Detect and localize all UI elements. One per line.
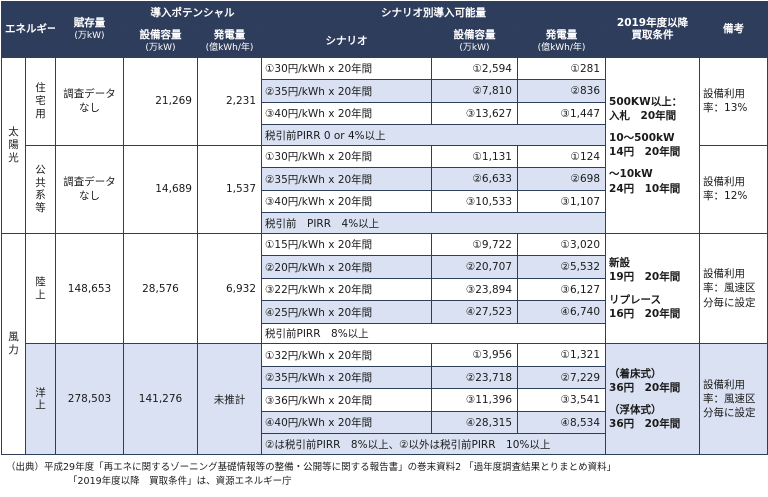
scenario-capacity: ②7,810 xyxy=(431,79,518,103)
header-purchase-terms: 2019年度以降 買取条件 xyxy=(605,1,701,58)
scenario-generation: ③1,107 xyxy=(516,189,607,214)
table-row: 洋上 278,503 141,276 未推計 ①32円/kWh x 20年間 ①… xyxy=(1,343,768,455)
scenario-capacity: ④27,523 xyxy=(431,300,518,324)
potential-generation: 1,537 xyxy=(197,144,262,234)
subcategory-public: 公共系等 xyxy=(25,144,56,234)
header-remarks: 備考 xyxy=(699,1,768,58)
scenario-generation: ②5,532 xyxy=(516,255,607,279)
source-line: 「2019年度以降 買取条件」は、資源エネルギー庁 xyxy=(68,476,292,487)
scenario-capacity: ③23,894 xyxy=(431,277,518,302)
table-row: 税引前PIRR 8%以上 xyxy=(2,322,768,345)
reserve-value: 調査データなし xyxy=(55,56,124,146)
header-scenario-group: シナリオ別導入可能量 xyxy=(260,1,607,26)
potential-generation: 未推計 xyxy=(197,343,262,455)
scenario-generation: ③6,127 xyxy=(516,277,607,302)
scenario-generation: ④8,534 xyxy=(516,410,607,435)
header-generation: 発電量 (億kWh/年) xyxy=(197,24,262,58)
remark-onshore: 設備利用率：風速区分毎に設定 xyxy=(699,232,768,345)
scenario-cell: ②35円/kWh x 20年間 xyxy=(261,79,432,103)
scenario-cell: ④25円/kWh x 20年間 xyxy=(261,300,432,324)
subcategory-residential: 住宅用 xyxy=(25,56,56,146)
scenario-generation: ①281 xyxy=(516,56,607,81)
pirr-note: 税引前 PIRR 4%以上 xyxy=(260,212,607,234)
scenario-generation: ②698 xyxy=(516,167,607,191)
source-footer: （出典）平成29年度「再エネに関するゾーニング基礎情報等の整備・公開等に関する報… xyxy=(6,461,616,489)
potential-capacity: 141,276 xyxy=(123,343,198,455)
remark-offshore: 設備利用率：風速区分毎に設定 xyxy=(699,343,768,455)
remark-public: 設備利用率：12% xyxy=(699,144,768,234)
scenario-capacity: ②20,707 xyxy=(431,255,518,279)
table-row: ②は税引前PIRR 8%以上、②以外は税引前PIRR 10%以上 xyxy=(2,433,768,455)
scenario-capacity: ①3,956 xyxy=(431,343,518,367)
scenario-cell: ②35円/kWh x 20年間 xyxy=(261,167,432,191)
header-scenario-capacity: 設備容量 (万kW) xyxy=(431,24,518,58)
potential-capacity: 14,689 xyxy=(123,144,198,234)
table-row: 税引前 PIRR 4%以上 xyxy=(2,212,768,234)
scenario-generation: ③3,541 xyxy=(516,388,607,412)
subcategory-offshore: 洋上 xyxy=(25,343,56,455)
scenario-capacity: ①9,722 xyxy=(431,232,518,257)
scenario-generation: ①1,321 xyxy=(516,343,607,367)
header-scenario: シナリオ xyxy=(261,24,432,58)
scenario-generation: ④6,740 xyxy=(516,300,607,324)
scenario-generation: ①3,020 xyxy=(516,232,607,257)
scenario-generation: ②7,229 xyxy=(516,365,607,390)
potential-generation: 6,932 xyxy=(197,232,262,345)
category-solar: 太陽光 xyxy=(1,56,26,234)
purchase-terms-onshore: 新設 19円 20年間 リプレース 16円 20年間 xyxy=(605,232,701,345)
table-row: 太陽光 住宅用 調査データなし 21,269 2,231 ①30円/kWh x … xyxy=(1,56,768,234)
subcategory-onshore: 陸上 xyxy=(25,232,56,345)
purchase-terms-offshore: （着床式） 36円 20年間 （浮体式） 36円 20年間 xyxy=(605,343,701,455)
potential-capacity: 21,269 xyxy=(123,56,198,146)
source-line: （出典）平成29年度「再エネに関するゾーニング基礎情報等の整備・公開等に関する報… xyxy=(6,462,617,473)
purchase-terms-solar: 500KW以上： 入札 20年間 10～500kW 14円 20年間 ～10kW… xyxy=(605,56,701,234)
header-energy: エネルギー xyxy=(1,1,56,58)
scenario-generation: ②836 xyxy=(516,79,607,103)
scenario-capacity: ①2,594 xyxy=(431,56,518,81)
category-wind: 風力 xyxy=(1,232,26,456)
scenario-capacity: ③11,396 xyxy=(431,388,518,412)
header-capacity: 設備容量 (万kW) xyxy=(123,24,198,58)
scenario-cell: ①32円/kWh x 20年間 xyxy=(261,343,432,367)
reserve-value: 278,503 xyxy=(55,343,124,455)
reserve-value: 148,653 xyxy=(55,232,124,345)
scenario-cell: ②35円/kWh x 20年間 xyxy=(261,365,432,390)
remark-residential: 設備利用率：13% xyxy=(699,56,768,146)
pirr-note: ②は税引前PIRR 8%以上、②以外は税引前PIRR 10%以上 xyxy=(260,433,607,455)
table-row: 風力 陸上 148,653 28,576 6,932 ①15円/kWh x 20… xyxy=(1,232,768,456)
pirr-note: 税引前PIRR 8%以上 xyxy=(260,322,607,345)
header-potential: 導入ポテンシャル xyxy=(123,1,262,26)
scenario-capacity: ②6,633 xyxy=(431,167,518,191)
pirr-note: 税引前PIRR 0 or 4%以上 xyxy=(260,124,607,146)
scenario-generation: ③1,447 xyxy=(516,101,607,126)
scenario-capacity: ③10,533 xyxy=(431,189,518,214)
scenario-cell: ④40円/kWh x 20年間 xyxy=(261,410,432,435)
reserve-value: 調査データなし xyxy=(55,144,124,234)
scenario-cell: ③22円/kWh x 20年間 xyxy=(261,277,432,302)
scenario-cell: ③40円/kWh x 20年間 xyxy=(261,101,432,126)
potential-generation: 2,231 xyxy=(197,56,262,146)
renewable-potential-table: エネルギー 賦存量 (万kW) 導入ポテンシャル シナリオ別導入可能量 2019年… xyxy=(1,1,768,456)
scenario-cell: ①15円/kWh x 20年間 xyxy=(261,232,432,257)
scenario-cell: ③36円/kWh x 20年間 xyxy=(261,388,432,412)
scenario-cell: ①30円/kWh x 20年間 xyxy=(261,144,432,169)
scenario-capacity: ④28,315 xyxy=(431,410,518,435)
table-row: 公共系等 調査データなし 14,689 1,537 ①30円/kWh x 20年… xyxy=(1,144,768,234)
table-row: 税引前PIRR 0 or 4%以上 xyxy=(2,124,768,146)
scenario-cell: ②20円/kWh x 20年間 xyxy=(261,255,432,279)
scenario-capacity: ①1,131 xyxy=(431,144,518,169)
header-scenario-generation: 発電量 (億kWh/年) xyxy=(516,24,607,58)
header-reserve: 賦存量 (万kW) xyxy=(55,1,124,58)
scenario-generation: ①124 xyxy=(516,144,607,169)
scenario-cell: ③40円/kWh x 20年間 xyxy=(261,189,432,214)
scenario-capacity: ②23,718 xyxy=(431,365,518,390)
scenario-cell: ①30円/kWh x 20年間 xyxy=(261,56,432,81)
potential-capacity: 28,576 xyxy=(123,232,198,345)
scenario-capacity: ③13,627 xyxy=(431,101,518,126)
